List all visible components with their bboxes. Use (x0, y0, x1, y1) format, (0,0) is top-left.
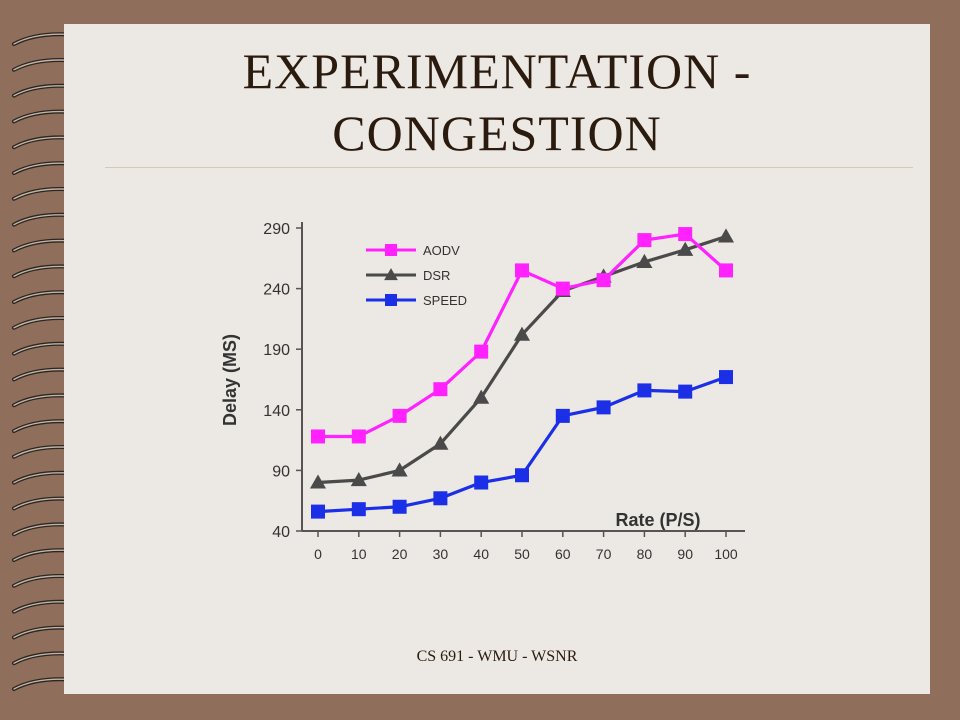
data-point (555, 281, 570, 296)
chart-axes: 40 90 140 190 240 290 0 10 20 30 40 50 60 70 80 90 100 (263, 221, 745, 562)
y-tick-label: 40 (272, 524, 290, 541)
y-tick-label: 240 (263, 282, 290, 299)
data-point (515, 263, 529, 278)
y-tick-label: 140 (263, 403, 290, 420)
x-tick-label: 10 (351, 546, 367, 562)
legend-item-dsr: DSR (366, 268, 450, 283)
series-aodv (311, 227, 733, 444)
data-point (636, 253, 653, 268)
x-tick-label: 40 (473, 546, 489, 562)
data-point (351, 502, 366, 517)
x-tick-label: 50 (514, 546, 530, 562)
legend-label: DSR (423, 268, 450, 283)
data-point (433, 491, 448, 506)
series-line (317, 375, 727, 514)
y-tick-label: 290 (263, 221, 290, 238)
data-point (637, 233, 652, 248)
x-tick-label: 0 (314, 546, 322, 562)
x-tick-label: 90 (677, 546, 693, 562)
delay-vs-rate-chart: 40 90 140 190 240 290 0 10 20 30 40 50 60 70 80 90 100 A… (220, 221, 745, 562)
y-tick-label: 90 (272, 463, 290, 480)
legend-label: SPEED (423, 293, 467, 308)
data-point (678, 227, 693, 242)
data-point (432, 435, 449, 450)
data-point (392, 408, 407, 423)
x-tick-label: 80 (637, 546, 653, 562)
data-point (678, 384, 693, 399)
data-point (637, 383, 652, 398)
slide-title-line-1: EXPERIMENTATION - (242, 43, 752, 99)
data-point (474, 344, 489, 359)
data-point (350, 472, 367, 487)
chart-legend: AODV DSR SPEED (366, 243, 467, 308)
data-point (311, 504, 325, 519)
x-tick-label: 30 (433, 546, 449, 562)
slide-footer: CS 691 - WMU - WSNR (416, 648, 578, 665)
legend-marker (385, 244, 397, 256)
data-point (717, 228, 735, 243)
x-tick-label: 60 (555, 546, 571, 562)
x-axis-label: Rate (P/S) (615, 510, 700, 530)
legend-marker (385, 294, 397, 306)
data-point (311, 429, 325, 444)
legend-marker (384, 268, 398, 281)
data-point (309, 474, 327, 489)
slide-page (64, 24, 930, 694)
legend-item-aodv: AODV (366, 243, 460, 258)
data-point (473, 389, 490, 404)
data-point (596, 273, 611, 288)
y-axis-label: Delay (MS) (220, 334, 240, 426)
slide-title: EXPERIMENTATION - CONGESTION (64, 40, 930, 164)
title-divider (105, 167, 913, 168)
x-tick-label: 100 (714, 546, 738, 562)
data-point (677, 241, 694, 256)
x-tick-label: 70 (596, 546, 612, 562)
data-point (391, 462, 408, 477)
data-point (513, 326, 531, 341)
x-tick-label: 20 (392, 546, 408, 562)
data-point (719, 370, 733, 385)
chart-series (309, 227, 735, 519)
data-point (433, 382, 448, 397)
legend-label: AODV (423, 243, 460, 258)
y-tick-label: 190 (263, 342, 290, 359)
slide-title-line-2: CONGESTION (332, 105, 662, 161)
legend-item-speed: SPEED (366, 293, 467, 308)
series-speed (311, 370, 733, 519)
data-point (392, 499, 407, 514)
data-point (474, 475, 489, 490)
data-point (596, 400, 611, 415)
data-point (719, 263, 733, 278)
data-point (555, 408, 570, 423)
data-point (351, 429, 366, 444)
data-point (515, 468, 529, 483)
